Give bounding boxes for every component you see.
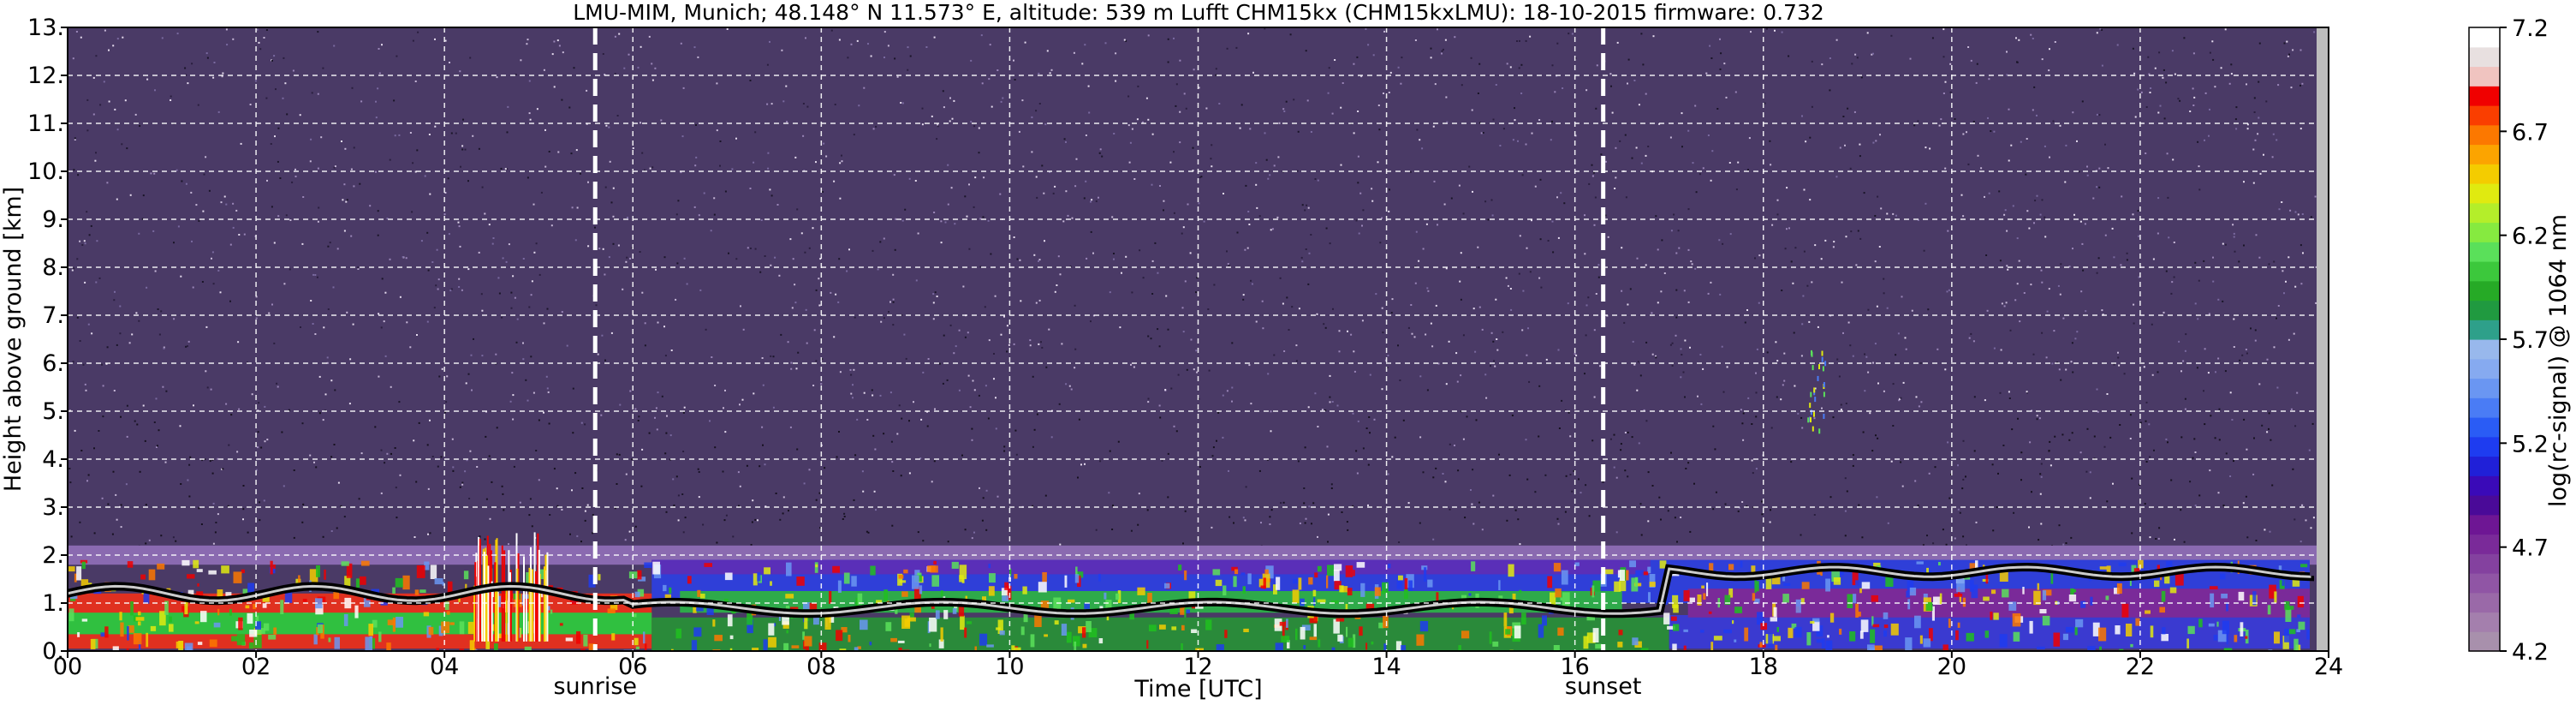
x-tick-label: 16 xyxy=(1560,654,1589,680)
colorbar-segment xyxy=(2469,358,2500,379)
colorbar-segment xyxy=(2469,202,2500,224)
y-axis-label: Height above ground [km] xyxy=(0,187,27,492)
signal-field xyxy=(68,350,2326,651)
colorbar-segment xyxy=(2469,46,2500,68)
x-tick-label: 06 xyxy=(618,654,647,680)
x-tick-label: 22 xyxy=(2126,654,2155,680)
colorbar-segment xyxy=(2469,105,2500,126)
grid-lines xyxy=(68,27,2329,651)
colorbar-tick-label: 7.2 xyxy=(2512,15,2549,42)
x-tick-label: 10 xyxy=(995,654,1024,680)
sunrise-label: sunrise xyxy=(553,673,637,700)
colorbar-tick-label: 4.2 xyxy=(2512,639,2549,666)
colorbar-tick-label: 6.7 xyxy=(2512,119,2549,146)
plot-right-strip xyxy=(2317,27,2329,651)
y-tick-label: 2. xyxy=(42,542,64,569)
colorbar-segment xyxy=(2469,222,2500,242)
x-tick-label: 14 xyxy=(1371,654,1401,680)
colorbar-segment xyxy=(2469,553,2500,574)
colorbar-segment xyxy=(2469,417,2500,438)
y-tick-label: 11. xyxy=(27,111,64,137)
x-tick-label: 08 xyxy=(806,654,836,680)
colorbar-segment xyxy=(2469,514,2500,535)
sunset-label: sunset xyxy=(1565,673,1642,700)
colorbar-segment xyxy=(2469,397,2500,418)
colorbar-segment xyxy=(2469,261,2500,282)
y-tick-label: 3. xyxy=(42,494,64,521)
sun-markers: sunrise sunset xyxy=(553,27,1641,700)
colorbar-tick-label: 5.2 xyxy=(2512,431,2549,457)
colorbar-segment xyxy=(2469,183,2500,204)
colorbar-segment xyxy=(2469,534,2500,554)
x-tick-label: 02 xyxy=(241,654,271,680)
colorbar-tick-label: 4.7 xyxy=(2512,535,2549,562)
x-axis-label: Time [UTC] xyxy=(1133,676,1262,702)
y-tick-label: 1. xyxy=(42,590,64,617)
colorbar-segment xyxy=(2469,86,2500,106)
colorbar-segment xyxy=(2469,242,2500,262)
colorbar-segment xyxy=(2469,280,2500,302)
y-tick-label: 4. xyxy=(42,446,64,473)
colorbar-segment xyxy=(2469,124,2500,146)
y-tick-label: 9. xyxy=(42,206,64,233)
x-tick-label: 00 xyxy=(53,654,82,680)
y-axis-ticks: 0. 1. 2. 3. 4. 5. 6. 7. 8. 9. 10. 11. 12. 13. xyxy=(27,15,68,665)
y-tick-label: 8. xyxy=(42,254,64,281)
colorbar-segment xyxy=(2469,612,2500,632)
colorbar-segment xyxy=(2469,339,2500,360)
colorbar-tick-label: 5.7 xyxy=(2512,327,2549,354)
colorbar-segment xyxy=(2469,592,2500,613)
y-tick-label: 5. xyxy=(42,398,64,425)
y-tick-label: 13. xyxy=(27,15,64,41)
colorbar-segment xyxy=(2469,66,2500,87)
chart-title: LMU-MIM, Munich; 48.148° N 11.573° E, al… xyxy=(573,0,1824,25)
colorbar-tick-label: 6.2 xyxy=(2512,224,2549,250)
colorbar-segment xyxy=(2469,300,2500,320)
colorbar-segment xyxy=(2469,27,2500,48)
colorbar-segment xyxy=(2469,320,2500,340)
night-low-layer xyxy=(1669,615,2310,649)
y-tick-label: 12. xyxy=(27,63,64,89)
colorbar-segment xyxy=(2469,573,2500,594)
colorbar-segment xyxy=(2469,164,2500,184)
x-tick-label: 20 xyxy=(1937,654,1966,680)
colorbar-segment xyxy=(2469,436,2500,457)
colorbar-segment xyxy=(2469,475,2500,496)
x-tick-label: 24 xyxy=(2314,654,2343,680)
colorbar: 4.2 4.7 5.2 5.7 6.2 6.7 7.2 xyxy=(2468,15,2549,666)
colorbar-segment xyxy=(2469,631,2500,652)
y-tick-label: 6. xyxy=(42,350,64,377)
colorbar-segment xyxy=(2469,378,2500,398)
x-tick-label: 04 xyxy=(430,654,459,680)
x-tick-label: 12 xyxy=(1183,654,1212,680)
noise-speckle xyxy=(68,27,2326,547)
colorbar-segment xyxy=(2469,456,2500,476)
aerosol-layer-top xyxy=(651,559,1651,575)
colorbar-segment xyxy=(2469,144,2500,164)
colorbar-label: log(rc-signal) @ 1064 nm xyxy=(2545,214,2572,507)
y-tick-label: 7. xyxy=(42,302,64,329)
y-tick-label: 10. xyxy=(27,158,64,185)
colorbar-segment xyxy=(2469,495,2500,516)
y-tick-label: 0. xyxy=(42,638,64,665)
x-tick-label: 18 xyxy=(1749,654,1778,680)
x-axis-ticks: 00 02 04 06 08 10 12 14 16 18 20 22 24 xyxy=(53,651,2343,680)
